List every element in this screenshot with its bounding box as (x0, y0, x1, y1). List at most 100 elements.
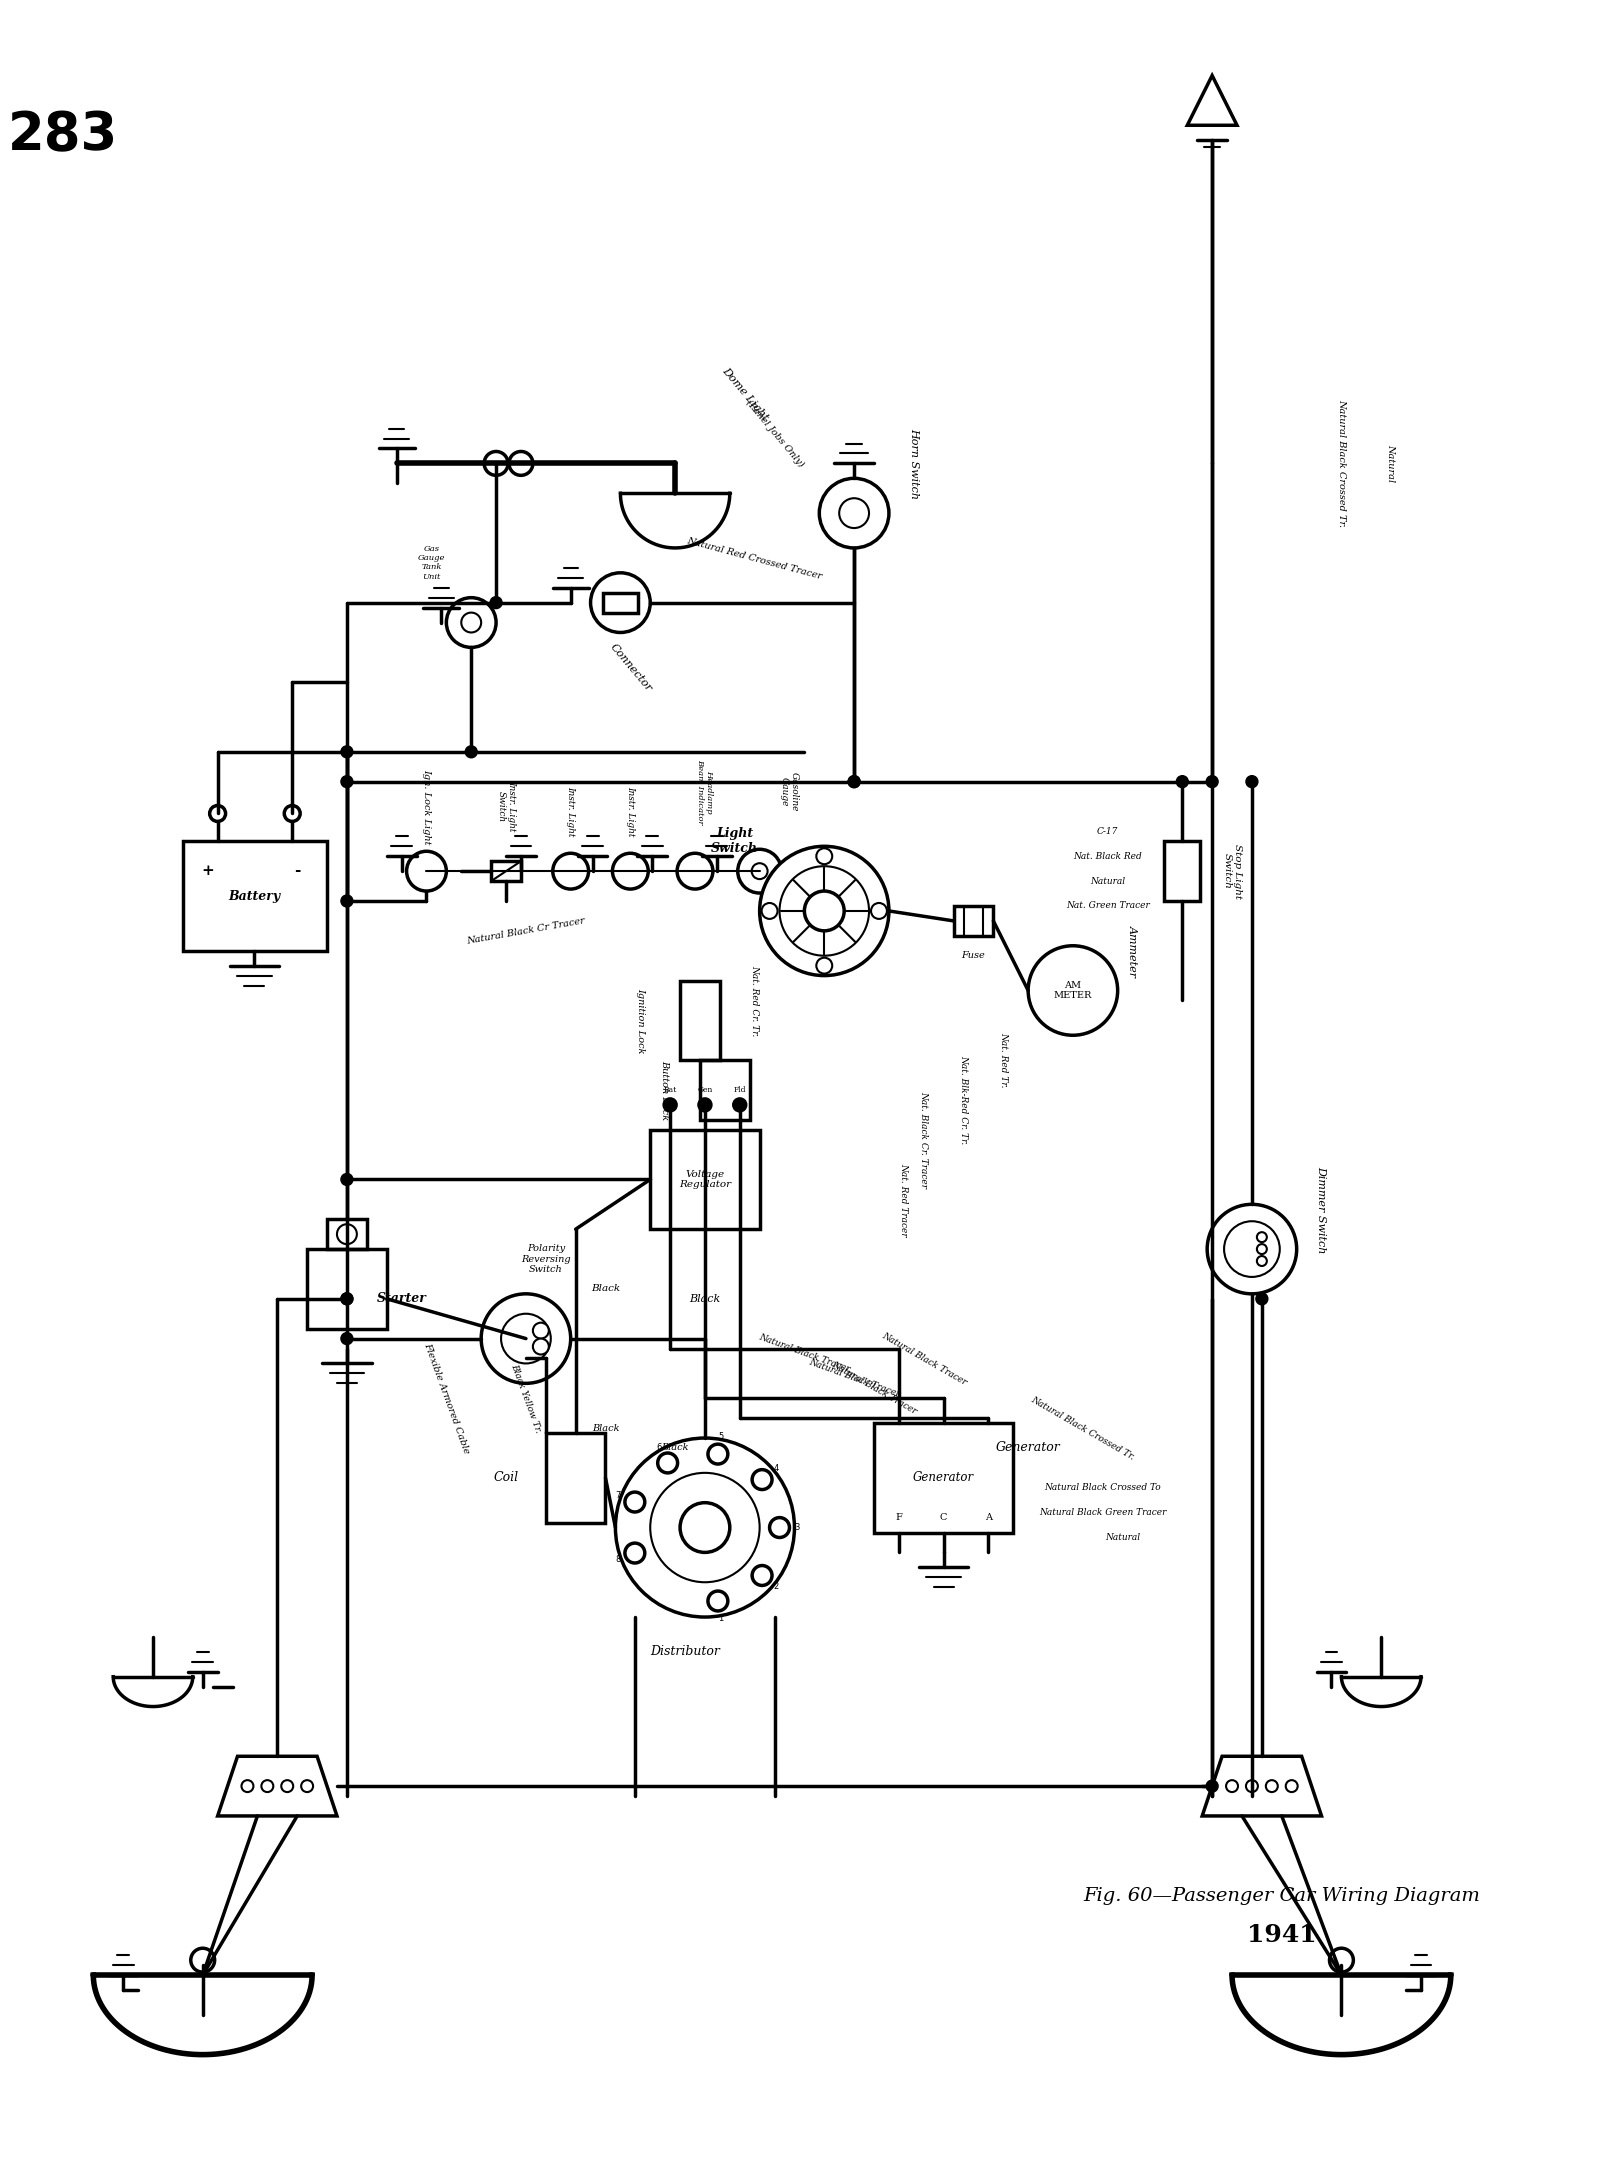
Circle shape (301, 1781, 314, 1792)
Circle shape (406, 850, 446, 892)
Text: Black: Black (690, 1294, 720, 1303)
Circle shape (1206, 775, 1218, 788)
Text: Nat. Black Red: Nat. Black Red (1074, 853, 1142, 861)
Circle shape (680, 1502, 730, 1552)
Circle shape (1226, 1781, 1238, 1792)
Polygon shape (1202, 1757, 1322, 1816)
Text: Instr. Light: Instr. Light (626, 786, 635, 837)
Bar (491, 861, 522, 881)
Circle shape (338, 1225, 357, 1244)
Circle shape (552, 853, 589, 889)
Circle shape (1258, 1231, 1267, 1242)
Circle shape (341, 1173, 354, 1186)
Text: C: C (939, 1513, 947, 1521)
Text: Fld: Fld (733, 1086, 746, 1095)
Circle shape (707, 1443, 728, 1465)
Circle shape (1246, 775, 1258, 788)
Text: 5: 5 (718, 1433, 723, 1441)
Circle shape (658, 1452, 677, 1474)
Circle shape (752, 1469, 773, 1489)
Text: 2: 2 (773, 1582, 779, 1591)
Text: Natural Black Crossed Tr.: Natural Black Crossed Tr. (1338, 400, 1346, 528)
Text: F: F (896, 1513, 902, 1521)
Circle shape (1258, 1255, 1267, 1266)
Circle shape (848, 775, 861, 788)
Text: Nat. Red Tr.: Nat. Red Tr. (998, 1032, 1008, 1088)
Circle shape (242, 1781, 253, 1792)
Text: Dome Light: Dome Light (720, 366, 770, 422)
Text: Voltage
Regulator: Voltage Regulator (678, 1171, 731, 1190)
Circle shape (616, 1439, 795, 1617)
Circle shape (210, 805, 226, 822)
Circle shape (770, 1517, 789, 1536)
Text: Natural Black Crossed Tr.: Natural Black Crossed Tr. (1029, 1394, 1136, 1461)
Bar (874, 1424, 1013, 1532)
Circle shape (734, 1099, 746, 1110)
Circle shape (613, 853, 648, 889)
Circle shape (677, 853, 714, 889)
Text: Natural Black Cr Tracer: Natural Black Cr Tracer (466, 915, 586, 946)
Text: Ammeter: Ammeter (1128, 924, 1138, 976)
Text: Headlamp
Beam Indicator: Headlamp Beam Indicator (696, 760, 714, 824)
Circle shape (533, 1340, 549, 1355)
Polygon shape (218, 1757, 338, 1816)
Circle shape (626, 1543, 645, 1562)
Circle shape (1286, 1781, 1298, 1792)
Circle shape (466, 747, 477, 757)
Text: 1: 1 (718, 1614, 723, 1623)
Text: 4: 4 (773, 1463, 779, 1472)
Text: C-17: C-17 (1098, 827, 1118, 835)
Bar (546, 1433, 605, 1523)
Text: Black: Black (592, 1424, 619, 1433)
Bar (307, 1249, 387, 1329)
Circle shape (1256, 1292, 1267, 1305)
Text: Fig. 60—Passenger Car Wiring Diagram: Fig. 60—Passenger Car Wiring Diagram (1083, 1887, 1480, 1904)
Text: Natural Black Crossed To: Natural Black Crossed To (1045, 1482, 1162, 1493)
Text: Instr. Light: Instr. Light (566, 786, 574, 837)
Circle shape (282, 1781, 293, 1792)
Text: Black: Black (661, 1443, 690, 1452)
Circle shape (490, 597, 502, 608)
Circle shape (341, 1333, 354, 1344)
Circle shape (699, 1099, 710, 1110)
Circle shape (838, 498, 869, 528)
Circle shape (341, 775, 354, 788)
Text: Natural Red Crossed Tracer: Natural Red Crossed Tracer (686, 537, 824, 582)
Text: -: - (294, 863, 301, 879)
Text: Coil: Coil (493, 1472, 518, 1485)
Text: Nat. Black Cr. Tracer: Nat. Black Cr. Tracer (920, 1091, 928, 1188)
Circle shape (341, 1292, 354, 1305)
Text: Natural: Natural (1387, 444, 1395, 483)
Circle shape (626, 1493, 645, 1513)
Text: Nat. Red Cr. Tr.: Nat. Red Cr. Tr. (750, 965, 758, 1037)
Text: (Panel Jobs Only): (Panel Jobs Only) (744, 398, 805, 470)
Circle shape (650, 1474, 760, 1582)
Circle shape (1258, 1244, 1267, 1255)
Text: A: A (986, 1513, 992, 1521)
Text: Instr. Light
Switch: Instr. Light Switch (496, 781, 515, 831)
Text: Dimmer Switch: Dimmer Switch (1317, 1166, 1326, 1253)
Bar (1165, 842, 1200, 900)
Circle shape (533, 1322, 549, 1340)
Circle shape (870, 902, 886, 920)
Circle shape (341, 747, 354, 757)
Circle shape (1206, 1781, 1218, 1792)
Circle shape (485, 452, 509, 476)
Text: Stop Light
Switch: Stop Light Switch (1222, 844, 1242, 898)
Circle shape (762, 902, 778, 920)
Bar (954, 907, 994, 935)
Text: Generator: Generator (995, 1441, 1061, 1454)
Bar (650, 1130, 760, 1229)
Text: Button Lock: Button Lock (661, 1060, 670, 1121)
Circle shape (1246, 1781, 1258, 1792)
Circle shape (341, 1292, 354, 1305)
Circle shape (819, 478, 890, 547)
Text: Gasoline
Gauge: Gasoline Gauge (779, 773, 798, 812)
Text: Ign. Lock Light: Ign. Lock Light (422, 768, 430, 844)
Text: Nat. Blk-Red Cr. Tr.: Nat. Blk-Red Cr. Tr. (958, 1056, 968, 1145)
Circle shape (805, 892, 845, 931)
Text: Battery: Battery (229, 889, 280, 902)
Bar (603, 593, 638, 612)
Text: Black: Black (590, 1285, 621, 1294)
Circle shape (779, 866, 869, 956)
